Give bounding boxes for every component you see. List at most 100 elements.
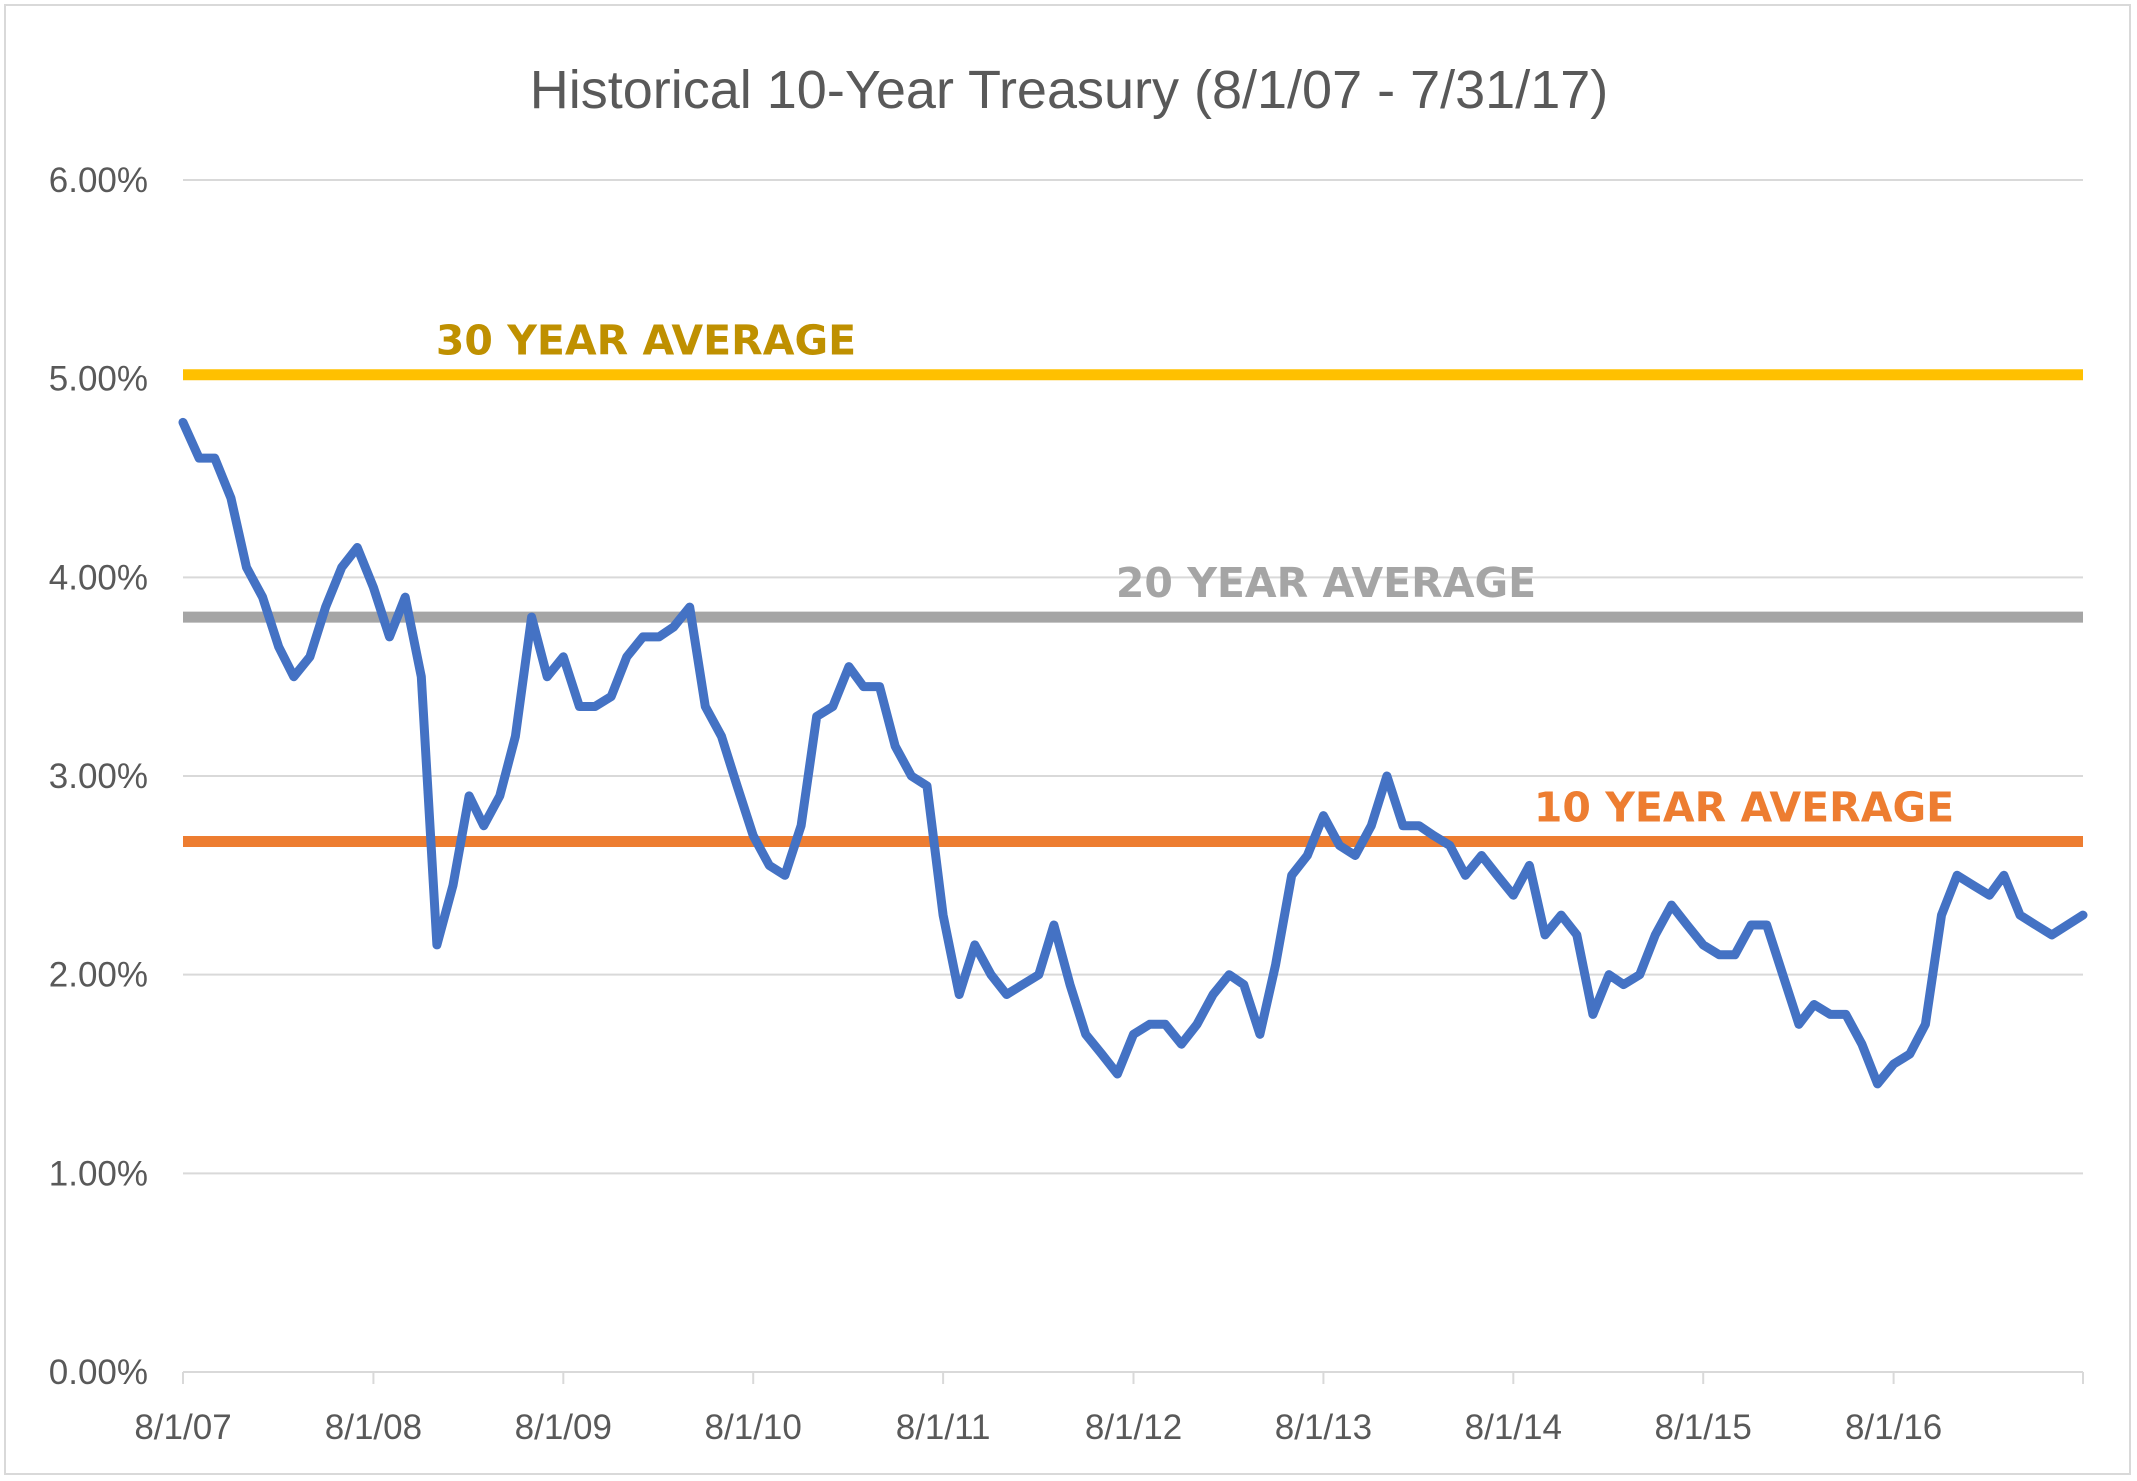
data-point <box>1209 990 1218 999</box>
data-point <box>1873 1079 1882 1088</box>
data-point <box>1415 821 1424 830</box>
x-tick-label: 8/1/07 <box>134 1408 231 1447</box>
data-point <box>1255 1030 1264 1039</box>
data-point <box>1715 950 1724 959</box>
y-tick-label: 1.00% <box>49 1154 148 1193</box>
data-point <box>1985 891 1994 900</box>
data-point <box>1557 911 1566 920</box>
data-point <box>401 593 410 602</box>
data-point <box>575 702 584 711</box>
data-point <box>844 662 853 671</box>
x-tick-label: 8/1/11 <box>896 1408 991 1447</box>
reference-line-labels: 30 YEAR AVERAGE 20 YEAR AVERAGE 10 YEAR AV… <box>436 317 1954 832</box>
data-point <box>369 583 378 592</box>
x-tick-label: 8/1/14 <box>1465 1408 1562 1447</box>
data-point <box>955 990 964 999</box>
series-layer <box>178 417 2088 1089</box>
x-tick-label: 8/1/08 <box>325 1408 422 1447</box>
data-point <box>305 652 314 661</box>
data-point <box>939 911 948 920</box>
data-point <box>922 781 931 790</box>
y-tick-label: 4.00% <box>49 558 148 597</box>
data-point <box>1937 911 1946 920</box>
data-point <box>701 702 710 711</box>
data-point <box>1572 930 1581 939</box>
data-point <box>1319 811 1328 820</box>
data-point <box>717 732 726 741</box>
data-point <box>669 623 678 631</box>
data-point <box>1921 1020 1930 1029</box>
data-point <box>179 418 187 427</box>
data-point <box>1747 921 1756 929</box>
chart-area: Historical 10-Year Treasury (8/1/07 - 7/… <box>4 4 2131 1475</box>
data-point <box>1905 1050 1914 1059</box>
data-point <box>1762 921 1771 929</box>
data-point <box>527 613 536 622</box>
data-point <box>1477 851 1486 860</box>
data-point <box>1794 1020 1803 1029</box>
data-point <box>1145 1020 1154 1029</box>
data-point <box>1034 970 1043 979</box>
data-point <box>1889 1060 1898 1069</box>
reference-line-label: 20 YEAR AVERAGE <box>1116 559 1536 607</box>
data-point <box>1525 861 1534 870</box>
data-point <box>449 881 458 890</box>
series-line-1 <box>178 417 2088 1089</box>
y-tick-label: 6.00% <box>49 161 148 200</box>
data-point <box>1605 970 1614 979</box>
x-tick-label: 8/1/10 <box>705 1408 802 1447</box>
data-point <box>432 940 441 949</box>
x-tick-label: 8/1/12 <box>1085 1408 1182 1447</box>
data-point <box>1999 871 2008 880</box>
data-point <box>685 603 694 612</box>
data-point <box>337 563 346 572</box>
data-point <box>1826 1010 1835 1019</box>
data-point <box>1635 970 1644 979</box>
data-point <box>1335 841 1344 850</box>
data-point <box>1445 841 1454 850</box>
y-tick-label: 3.00% <box>49 757 148 796</box>
data-point <box>655 632 664 641</box>
data-point <box>828 702 837 711</box>
data-point <box>417 672 426 681</box>
data-point <box>970 940 979 949</box>
data-point <box>1969 881 1978 890</box>
data-point <box>2079 911 2087 920</box>
data-point <box>1667 901 1676 910</box>
data-point <box>543 672 552 681</box>
data-point <box>1461 871 1470 880</box>
x-axis: 8/1/07 8/1/08 8/1/09 8/1/10 8/1/11 8/1/12 8/1/… <box>134 1371 2084 1447</box>
data-point <box>495 791 504 800</box>
data-point <box>242 563 251 572</box>
data-point <box>1399 821 1408 830</box>
data-point <box>465 791 474 800</box>
x-tick-label: 8/1/16 <box>1845 1408 1942 1447</box>
data-point <box>1730 950 1739 959</box>
data-point <box>1129 1030 1138 1039</box>
data-point <box>385 632 394 641</box>
y-tick-label: 0.00% <box>49 1353 148 1392</box>
data-point <box>195 454 204 463</box>
data-point <box>1081 1030 1090 1039</box>
data-point <box>1778 970 1787 979</box>
data-point <box>797 821 806 830</box>
data-point <box>1857 1040 1866 1049</box>
data-point <box>2031 921 2040 929</box>
data-point <box>1018 980 1027 989</box>
data-point <box>607 692 616 701</box>
data-point <box>258 593 267 602</box>
data-point <box>591 702 600 711</box>
data-point <box>2047 930 2056 939</box>
data-point <box>859 682 868 691</box>
data-point <box>1066 980 1075 989</box>
data-point <box>1192 1020 1201 1029</box>
data-point <box>622 652 631 661</box>
data-point <box>780 871 789 880</box>
data-point <box>1351 851 1360 860</box>
data-point <box>1810 1000 1819 1009</box>
data-point <box>1271 960 1280 969</box>
data-point <box>891 742 900 751</box>
data-point <box>1493 871 1502 880</box>
data-point <box>1651 930 1660 939</box>
y-tick-label: 2.00% <box>49 956 148 995</box>
